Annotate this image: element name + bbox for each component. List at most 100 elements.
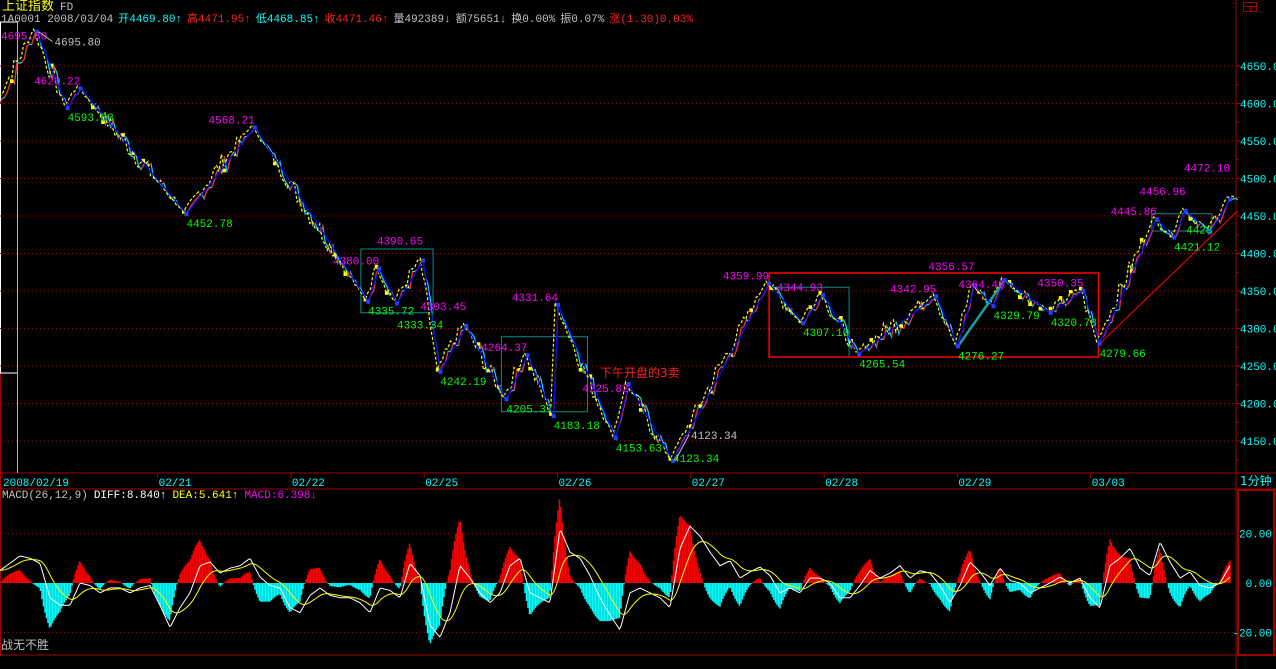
price-up-segment [444,351,449,363]
macd-dea: DEA:5.641↑ [172,490,239,502]
pivot-marker [1228,197,1233,202]
pivot-marker [394,301,399,306]
pivot-high-label: 4359.99 [723,272,769,284]
amount: 额75651↓ [455,14,507,26]
price-tick-label: 4350.0 [1240,287,1276,299]
pivot-marker [504,397,509,402]
pivot-low-label: 4279.66 [1100,349,1146,361]
pivot-marker [551,414,556,419]
pivot-marker [377,266,382,271]
price-up-segment [133,154,137,158]
price-up-segment [1032,301,1036,307]
price-marker [435,368,440,372]
price-marker [1068,290,1073,294]
price-up-segment [188,205,193,210]
price-up-segment [735,341,740,352]
pivot-marker [857,352,862,357]
price-marker [384,291,389,295]
price-line-yellow [0,28,1236,460]
pivot-high-label: 4364.48 [958,280,1004,292]
price-up-segment [6,85,11,93]
price-marker [1018,295,1022,300]
pivot-marker [1097,341,1102,346]
pivot-high-label: 4356.57 [928,262,974,274]
pivot-marker [934,294,939,299]
price-axis: 4650.0 4600.0 4550.0 4500.0 4450.0 4400.0 4350… [1236,62,1276,461]
price-up-segment [890,324,895,337]
price-up-segment [995,290,1000,298]
price-up-segment [299,200,304,205]
extreme-leader-line [38,31,53,43]
price-marker [1078,286,1083,291]
price-up-segment [21,59,25,63]
price-marker [769,286,773,290]
price-marker [1188,217,1193,221]
price-tick-label: 4200.0 [1240,400,1276,412]
price-marker [10,79,14,83]
price-marker [131,151,135,155]
pivot-low-label: 4452.78 [186,219,232,231]
price-tick-label: 4550.0 [1240,137,1276,149]
price-marker [788,308,793,312]
price-up-segment [1136,254,1140,259]
price-up-segment [733,350,737,358]
pivot-high-label: 4331.64 [512,293,559,305]
index-name: 上证指数 [2,0,55,14]
consolidation-box [768,272,1100,358]
price-marker [1007,280,1012,284]
macd-value: MACD:6.398↓ [244,490,318,502]
date-tick-label: 02/26 [559,478,592,490]
pivot-low-label: 4307.10 [803,328,849,340]
price-up-segment [898,327,902,335]
macd-tick-label: 0.00 [1246,579,1272,591]
price-up-segment [1146,238,1150,246]
extreme-value-label: 4695.80 [55,38,101,50]
macd-tick-label: 20.00 [1239,530,1272,542]
price-up-segment [1222,209,1226,217]
price-up-segment [1075,291,1079,295]
pivot-low-label: 4153.63 [616,443,662,455]
dea-line [0,541,1231,622]
pivot-high-label: 4380.00 [333,257,379,269]
macd-header-row: MACD(26,12,9) DIFF:8.840↑ DEA:5.641↑ MAC… [2,490,317,503]
pivot-marker [1183,208,1188,213]
pivot-low-label: 4205.37 [506,404,552,416]
price-marker [101,120,105,124]
price-up-segment [743,319,747,327]
price-marker [749,308,753,312]
price-up-segment [1022,295,1026,300]
price-marker [1038,307,1043,311]
pivot-low-label: 4428 [1186,226,1212,238]
price-tick-label: 4150.0 [1240,437,1276,449]
price-marker [181,210,186,214]
price-marker [333,252,337,257]
price-marker [476,342,481,346]
price-up-segment [1065,302,1069,307]
price-line [0,28,1239,463]
zigzag-line [34,29,1233,463]
extreme-leader-line [674,434,690,462]
price-up-segment [1126,283,1130,290]
price-marker [517,367,522,372]
price-up-segment [1128,264,1133,285]
open-price: 开4469.80↑ [118,14,183,26]
pivot-low-label: 4421.12 [1174,243,1220,255]
price-up-segment [26,43,30,47]
price-up-segment [1219,216,1224,223]
price-up-segment [340,262,344,266]
price-up-segment [850,342,855,349]
price-up-segment [31,36,35,46]
window-layout-icon[interactable] [1243,2,1257,12]
price-up-segment [1212,222,1216,227]
zigzag-polyline [35,31,1231,463]
price-up-segment [4,92,8,98]
price-up-segment [718,366,722,371]
pivot-high-label: 4390.65 [377,237,423,249]
period-button[interactable]: 1分钟 [1240,474,1272,488]
price-marker [222,168,226,173]
title-row: 上证指数 FD [2,0,73,15]
price-marker [496,385,501,389]
